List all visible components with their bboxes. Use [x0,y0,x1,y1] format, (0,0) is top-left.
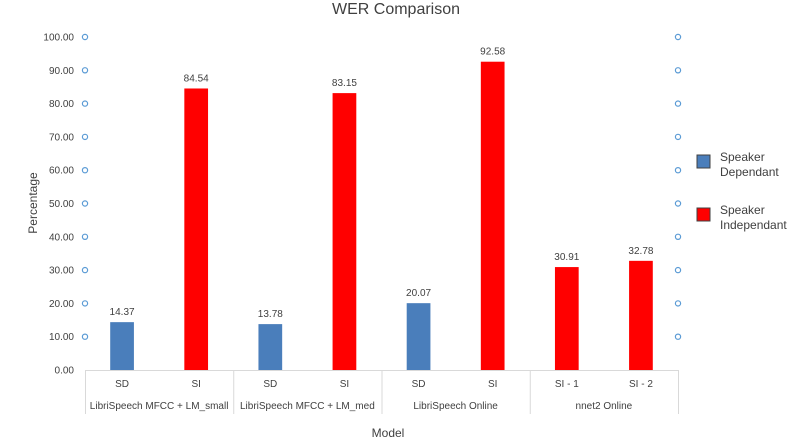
y-tick-label: 90.00 [49,66,74,77]
y-tick-label: 20.00 [49,299,74,310]
bar-value-label: 13.78 [258,309,283,320]
y-tick-label: 60.00 [49,166,74,177]
x-category-label: SD [263,379,277,390]
y-tick-label: 40.00 [49,232,74,243]
x-category-label: SD [115,379,129,390]
bar-value-label: 30.91 [554,252,579,263]
legend: Speaker Dependant Speaker Independant [696,150,787,232]
legend-item: Speaker Dependant [696,150,779,179]
x-axis: SD SI LibriSpeech MFCC + LM_small SD SI Libri… [85,370,679,414]
legend-label: Speaker Independant [720,203,787,232]
chart-title: WER Comparison [332,1,460,18]
x-axis-title: Model [372,426,405,440]
bar-value-label: 92.58 [480,47,505,58]
y-axis-marker-left [81,166,89,174]
y-axis-marker-left [81,67,89,74]
y-axis-marker-right [674,133,682,141]
x-group-label: LibriSpeech MFCC + LM_med [240,401,375,412]
bars [110,61,653,371]
y-axis-marker-left [81,33,89,41]
legend-item: Speaker Independant [696,203,787,232]
x-category-label: SI [340,379,349,390]
y-tick-label: 0.00 [55,366,75,377]
y-axis-marker-right [674,166,682,174]
y-tick-label: 10.00 [49,332,74,343]
y-axis-marker-left [81,133,89,141]
bar [332,93,357,370]
axis-markers [81,33,682,340]
bar [406,303,431,370]
y-tick-label: 100.00 [43,33,74,44]
y-tick-label: 80.00 [49,99,74,110]
y-axis-marker-left [81,100,89,107]
x-group-label: LibriSpeech Online [413,401,498,412]
y-axis-marker-right [674,266,682,274]
x-category-label: SI - 1 [555,379,579,390]
bar-value-label: 83.15 [332,78,357,89]
y-axis-marker-left [81,333,89,340]
y-axis-title: Percentage [26,172,40,234]
bar [258,324,283,370]
bar [184,88,209,370]
y-axis-marker-left [81,233,89,240]
y-tick-label: 70.00 [49,132,74,143]
bar [629,260,653,370]
y-axis-marker-right [674,200,682,207]
y-axis-marker-right [674,67,682,74]
legend-swatch [696,207,711,222]
y-tick-label: 50.00 [49,199,74,210]
bar-value-label: 20.07 [406,288,431,299]
bar-data-labels: 14.37 84.54 13.78 83.15 20.07 92.58 30.91 32.78 [110,47,654,320]
y-axis-marker-left [81,266,89,274]
bar [480,61,505,371]
legend-label: Speaker Dependant [720,150,779,179]
bar-value-label: 32.78 [628,246,653,257]
x-category-label: SI [191,379,200,390]
bar-value-label: 84.54 [184,73,209,84]
x-group-label: LibriSpeech MFCC + LM_small [90,401,229,412]
legend-swatch [696,154,711,169]
bar-value-label: 14.37 [110,307,135,318]
y-axis-ticks: 0.00 10.00 20.00 30.00 40.00 50.00 60.00 70.00 8… [43,33,74,377]
bar [554,267,579,370]
x-category-label: SI [488,379,497,390]
y-axis-marker-left [81,200,89,207]
y-axis-marker-right [674,33,682,41]
y-axis-marker-right [674,333,682,340]
y-axis-marker-right [674,233,682,240]
bar [110,322,134,370]
y-axis-marker-left [81,300,89,307]
y-axis-marker-right [674,100,682,107]
y-tick-label: 30.00 [49,266,74,277]
x-category-label: SD [412,379,426,390]
y-axis-marker-right [674,300,682,307]
x-category-label: SI - 2 [629,379,653,390]
x-group-label: nnet2 Online [576,401,633,412]
